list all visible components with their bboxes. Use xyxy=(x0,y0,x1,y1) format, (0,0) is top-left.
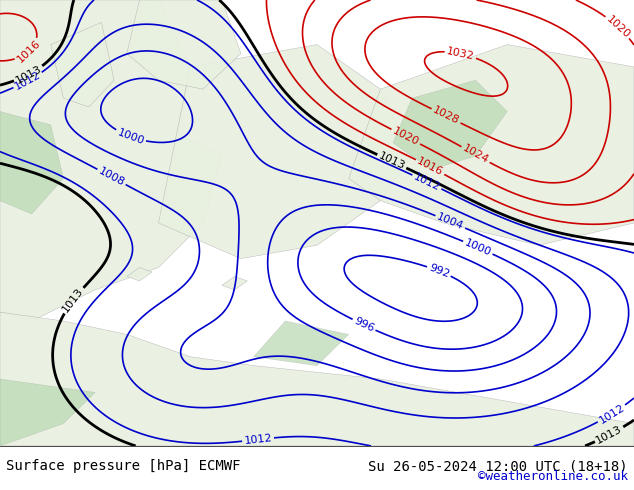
Text: 1020: 1020 xyxy=(604,14,631,40)
Text: 1013: 1013 xyxy=(61,286,86,315)
Polygon shape xyxy=(127,268,152,281)
Polygon shape xyxy=(158,45,412,259)
Text: Surface pressure [hPa] ECMWF: Surface pressure [hPa] ECMWF xyxy=(6,459,241,473)
Text: 1024: 1024 xyxy=(461,144,490,166)
Text: 1012: 1012 xyxy=(597,402,626,425)
Polygon shape xyxy=(0,312,634,446)
Text: 1013: 1013 xyxy=(377,151,406,171)
Text: ©weatheronline.co.uk: ©weatheronline.co.uk xyxy=(477,470,628,483)
Text: 1012: 1012 xyxy=(412,172,442,193)
Text: 1028: 1028 xyxy=(431,105,461,126)
Text: 1012: 1012 xyxy=(13,70,42,92)
Text: 1016: 1016 xyxy=(15,38,42,65)
Polygon shape xyxy=(51,22,114,107)
Polygon shape xyxy=(254,321,349,366)
Text: 996: 996 xyxy=(353,316,376,334)
Text: 1004: 1004 xyxy=(436,212,465,232)
Text: 992: 992 xyxy=(427,263,451,280)
Polygon shape xyxy=(127,0,241,89)
Polygon shape xyxy=(222,276,247,290)
Text: 1016: 1016 xyxy=(415,156,445,178)
Text: 1012: 1012 xyxy=(243,433,273,446)
Text: Su 26-05-2024 12:00 UTC (18+18): Su 26-05-2024 12:00 UTC (18+18) xyxy=(368,459,628,473)
Text: 1020: 1020 xyxy=(391,126,420,147)
Polygon shape xyxy=(349,45,634,245)
Text: 1013: 1013 xyxy=(14,63,43,85)
Text: 1000: 1000 xyxy=(463,238,493,258)
Polygon shape xyxy=(0,0,222,321)
Polygon shape xyxy=(0,112,63,214)
Text: 1000: 1000 xyxy=(116,127,145,146)
Text: 1013: 1013 xyxy=(595,424,624,445)
Text: 1032: 1032 xyxy=(446,46,476,62)
Polygon shape xyxy=(0,379,95,446)
Polygon shape xyxy=(393,80,507,170)
Text: 1008: 1008 xyxy=(97,166,126,188)
